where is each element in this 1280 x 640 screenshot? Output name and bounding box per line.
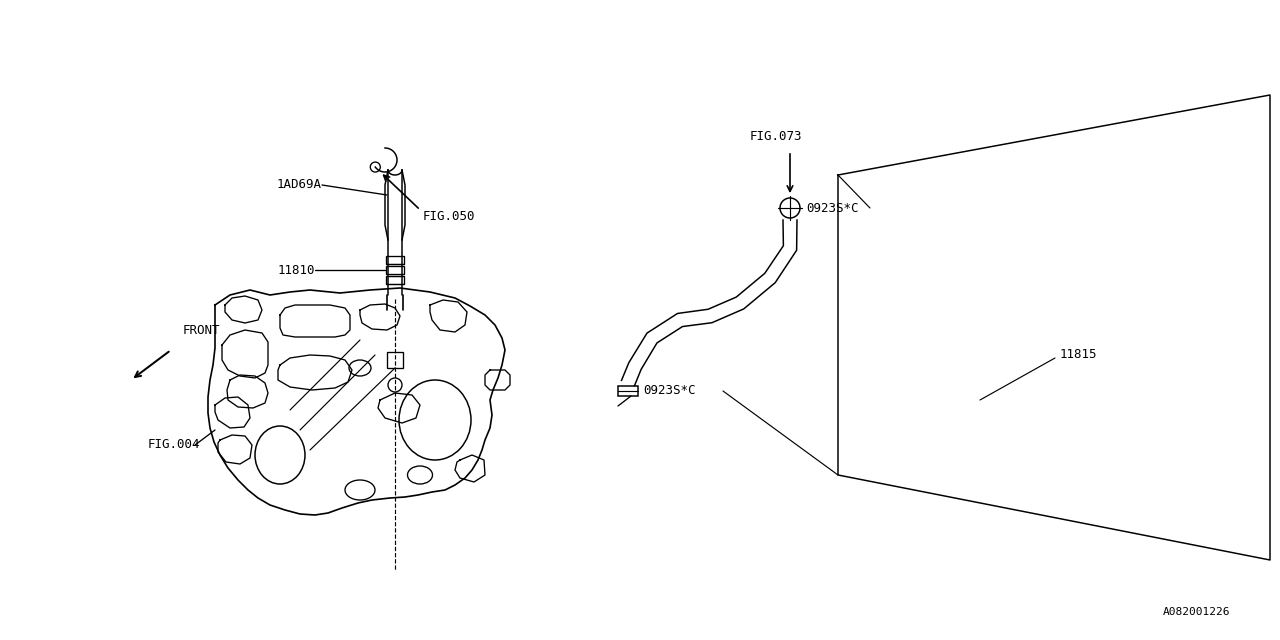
Bar	[387, 276, 404, 284]
Bar	[618, 386, 637, 396]
Text: 11815: 11815	[1060, 349, 1097, 362]
Text: 1AD69A: 1AD69A	[276, 179, 323, 191]
Text: FIG.004: FIG.004	[148, 438, 201, 451]
Text: FIG.050: FIG.050	[422, 209, 475, 223]
Bar	[387, 352, 403, 368]
Bar	[387, 256, 404, 264]
Text: FIG.073: FIG.073	[750, 129, 803, 143]
Text: A082001226: A082001226	[1162, 607, 1230, 617]
Text: FRONT: FRONT	[183, 323, 220, 337]
Text: 0923S*C: 0923S*C	[806, 202, 859, 214]
Text: 0923S*C: 0923S*C	[643, 385, 695, 397]
Bar	[387, 266, 404, 274]
Text: 11810: 11810	[278, 264, 315, 276]
